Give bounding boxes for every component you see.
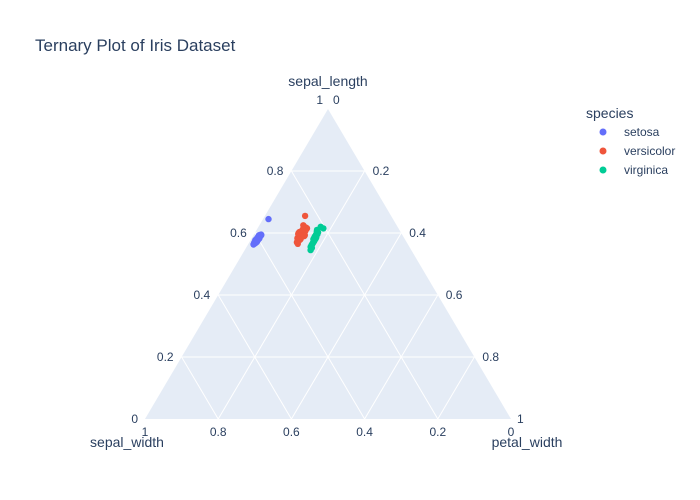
series-setosa <box>250 215 272 248</box>
grid-line-c <box>290 232 402 420</box>
point-virginica <box>320 225 327 232</box>
corner-label-left-b: 1 <box>142 425 149 439</box>
point-versicolor <box>301 212 309 220</box>
ternary-background <box>145 109 511 419</box>
point-setosa <box>265 215 272 223</box>
tick-label-c: 0.2 <box>373 164 390 178</box>
data-points <box>250 212 327 254</box>
tick-label-b: 0.8 <box>210 425 227 439</box>
tick-label-c: 0.8 <box>482 350 499 364</box>
legend-item-versicolor[interactable]: versicolor <box>599 144 676 158</box>
point-versicolor <box>295 230 302 238</box>
corner-label-right-b: 0 <box>508 425 515 439</box>
corner-label-top-c: 0 <box>333 93 340 107</box>
series-versicolor <box>293 212 311 247</box>
point-setosa <box>253 236 260 243</box>
grid-line-b <box>181 356 219 420</box>
point-virginica <box>309 240 316 247</box>
gridlines <box>181 170 475 420</box>
tick-label-a: 0.8 <box>267 164 284 178</box>
corner-label-right-c: 1 <box>517 412 524 426</box>
tick-label-a: 0.6 <box>230 226 247 240</box>
axis-title-petal-width: petal_width <box>492 434 563 450</box>
legend-marker-versicolor <box>599 147 607 155</box>
tick-label-b: 0.2 <box>429 425 446 439</box>
corner-label-top-a: 1 <box>316 93 323 107</box>
point-virginica <box>307 246 314 254</box>
tick-label-c: 0.4 <box>409 226 426 240</box>
legend-label-versicolor: versicolor <box>624 144 675 158</box>
legend-marker-virginica <box>599 166 607 174</box>
legend-item-virginica[interactable]: virginica <box>599 163 669 177</box>
tick-labels: 0.2 0.4 0.6 0.8 0.2 0.4 0.6 0.8 0.2 0.4 0.6 0.8 <box>157 164 499 439</box>
series-virginica <box>307 223 327 254</box>
tick-label-b: 0.4 <box>356 425 373 439</box>
legend-marker-setosa <box>599 128 607 136</box>
axis-title-sepal-width: sepal_width <box>90 434 164 450</box>
legend-item-setosa[interactable]: setosa <box>599 125 660 139</box>
legend-label-virginica: virginica <box>624 163 668 177</box>
tick-label-b: 0.6 <box>283 425 300 439</box>
grid-line-c <box>364 294 439 420</box>
legend: species setosa versicolor virginica <box>586 105 675 177</box>
point-versicolor <box>294 240 301 247</box>
grid-line-b <box>254 232 366 420</box>
legend-title: species <box>586 105 633 121</box>
corner-label-left-a: 0 <box>131 412 138 426</box>
legend-label-setosa: setosa <box>624 125 660 139</box>
point-versicolor <box>299 226 306 233</box>
grid-line-c <box>437 356 475 420</box>
axis-title-sepal-length: sepal_length <box>288 73 367 89</box>
grid-line-b <box>217 294 292 420</box>
tick-label-c: 0.6 <box>446 288 463 302</box>
tick-label-a: 0.4 <box>194 288 211 302</box>
chart-title: Ternary Plot of Iris Dataset <box>35 36 236 55</box>
point-virginica <box>312 235 319 242</box>
point-versicolor <box>295 235 303 243</box>
tick-label-a: 0.2 <box>157 350 174 364</box>
